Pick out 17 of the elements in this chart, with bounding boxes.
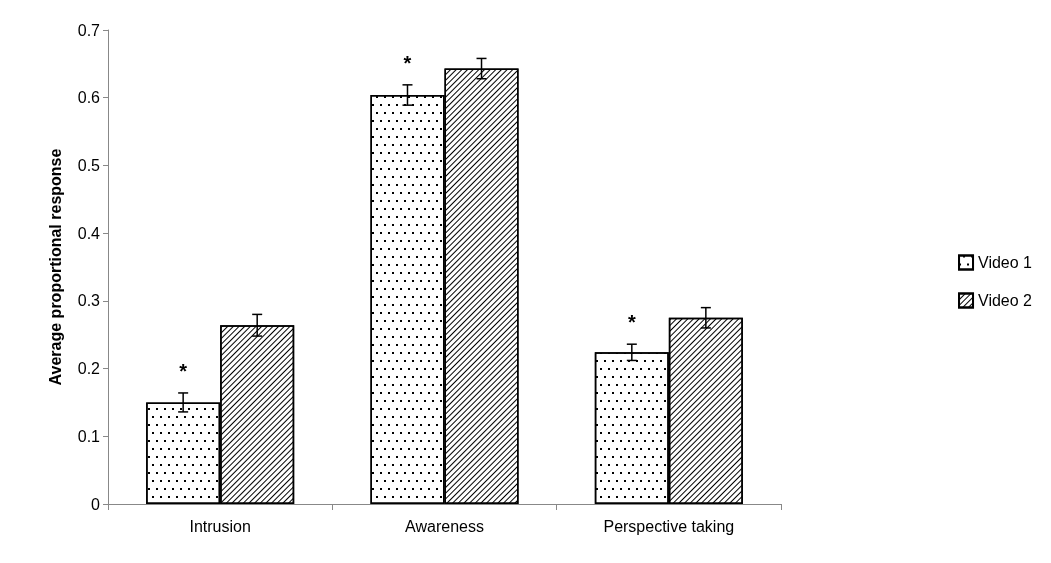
y-tick-label: 0.5	[77, 156, 101, 174]
x-tick-label: Intrusion	[189, 517, 251, 535]
y-tick-label: 0.7	[77, 21, 101, 39]
y-tick-label: 0.3	[77, 292, 101, 310]
y-axis-title: Average proportional response	[46, 148, 64, 386]
y-tick-label: 0.2	[77, 360, 101, 378]
annotation: *	[403, 51, 412, 74]
legend-label: Video 2	[978, 292, 1033, 309]
annotation: *	[627, 311, 636, 334]
annotation: *	[179, 359, 188, 382]
y-tick-label: 0.1	[77, 427, 101, 445]
y-tick-label: 0.6	[77, 89, 101, 107]
legend-label: Video 1	[978, 254, 1033, 271]
y-tick-label: 0.4	[77, 224, 101, 242]
y-tick-label: 0	[91, 495, 101, 513]
x-tick-label: Awareness	[405, 517, 484, 535]
x-tick-label: Perspective taking	[603, 517, 735, 535]
